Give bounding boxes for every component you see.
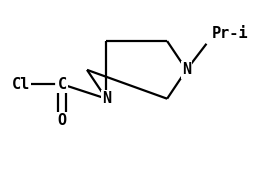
Text: O: O (57, 113, 67, 128)
Text: Pr-i: Pr-i (211, 26, 248, 41)
Text: N: N (182, 62, 191, 77)
Text: Cl: Cl (12, 77, 30, 92)
Text: C: C (57, 77, 67, 92)
Text: N: N (102, 91, 111, 106)
